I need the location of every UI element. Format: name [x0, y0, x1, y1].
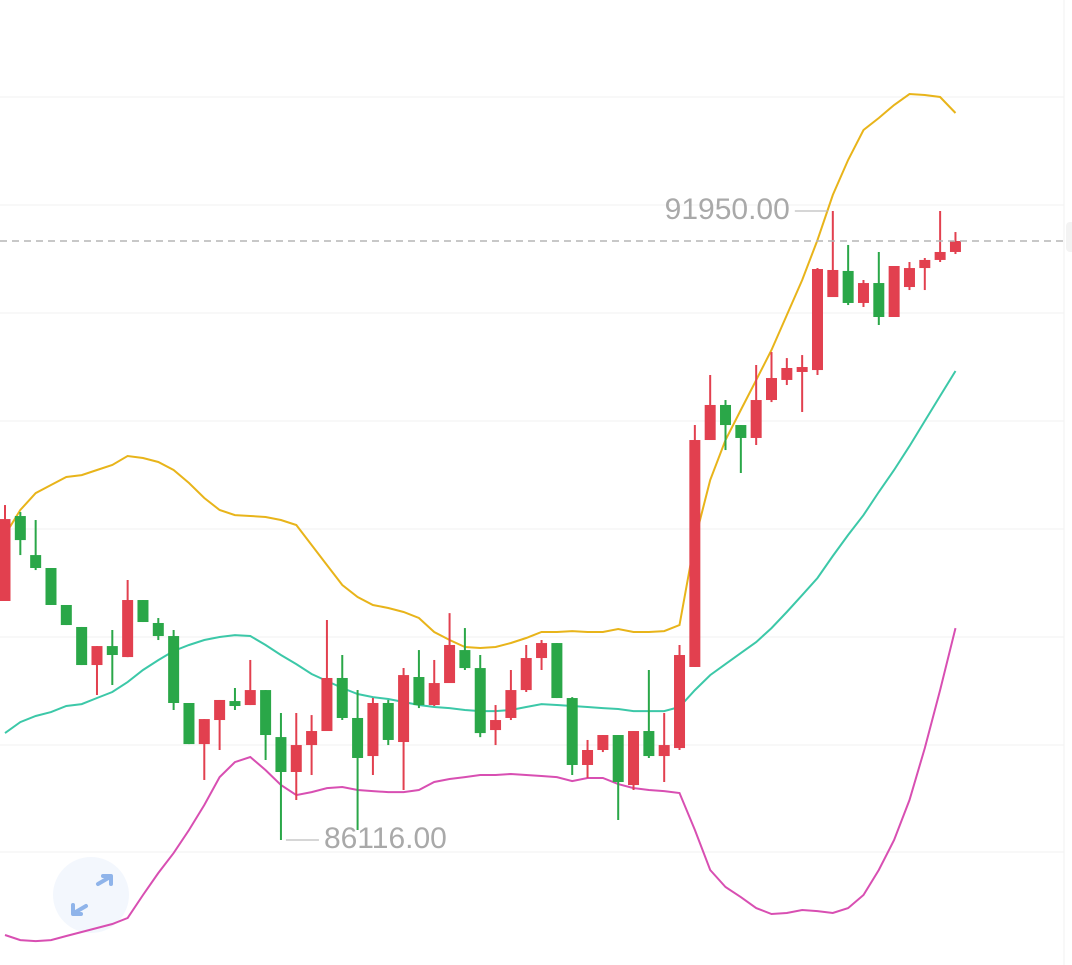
candle-body [321, 677, 333, 732]
candle-body [398, 675, 410, 743]
band-line [4, 627, 957, 943]
candle-body [367, 702, 379, 757]
candle-body [152, 622, 164, 637]
candle-body [290, 745, 302, 772]
candle-body [520, 658, 532, 691]
candle-body [628, 731, 640, 786]
candle-body [306, 731, 318, 746]
candle-body [352, 717, 364, 758]
candle-body [643, 731, 655, 757]
candle-body [60, 604, 72, 626]
candle-body [474, 668, 486, 734]
candle-body [428, 683, 440, 706]
candle-body [214, 699, 226, 721]
candle-body [781, 367, 793, 380]
candle-body [106, 646, 118, 656]
candle-body [766, 378, 777, 401]
candle-body [857, 283, 869, 303]
candle-body [0, 519, 11, 601]
candle-body [122, 600, 134, 658]
candle-body [750, 400, 762, 438]
expand-icon[interactable] [71, 874, 113, 916]
candle-body [597, 735, 609, 751]
candle-body [582, 750, 594, 765]
band-line [4, 92, 957, 650]
candle-body [704, 404, 716, 441]
candle-body [689, 440, 701, 667]
candle-body [934, 251, 946, 260]
candle-body [658, 745, 670, 757]
candle-body [720, 404, 732, 426]
candle-body [490, 720, 502, 731]
candle-body [382, 702, 394, 740]
annotation-label: 91950.00 [665, 193, 790, 226]
candle-body [551, 643, 563, 699]
candle-body [827, 269, 839, 298]
candle-body [566, 698, 578, 765]
candle-body [260, 690, 272, 736]
candle-body [229, 701, 241, 707]
candle-body [811, 269, 823, 371]
candle-body [842, 270, 854, 303]
candle-body [888, 265, 900, 317]
candle-body [413, 677, 425, 706]
candle-body [275, 737, 287, 772]
candle-body [14, 516, 26, 541]
candle-body [444, 644, 456, 684]
side-handle [1066, 222, 1072, 252]
candle-body [903, 268, 915, 288]
candle-body [30, 555, 42, 569]
candle-body [45, 568, 57, 605]
candle-body [336, 677, 348, 718]
candle-body [137, 600, 149, 623]
candle-body [536, 643, 548, 659]
candle-body [459, 650, 471, 669]
candle-body [91, 646, 103, 666]
plot: 91950.00 86116.00 [0, 92, 1072, 943]
annotation-label: 86116.00 [324, 822, 447, 855]
candle-body [612, 735, 624, 783]
expand-button[interactable] [53, 857, 129, 933]
candle-body [919, 259, 931, 269]
candle-body [949, 240, 961, 252]
candle-body [76, 626, 88, 666]
candle-body [735, 425, 747, 438]
candle-body [183, 702, 195, 745]
candle-body [674, 655, 686, 749]
candle-body [505, 690, 517, 718]
candle-body [796, 367, 808, 372]
candle-body [244, 690, 256, 706]
candle-body [873, 283, 885, 317]
candle-body [168, 636, 180, 703]
candle-body [198, 719, 210, 745]
